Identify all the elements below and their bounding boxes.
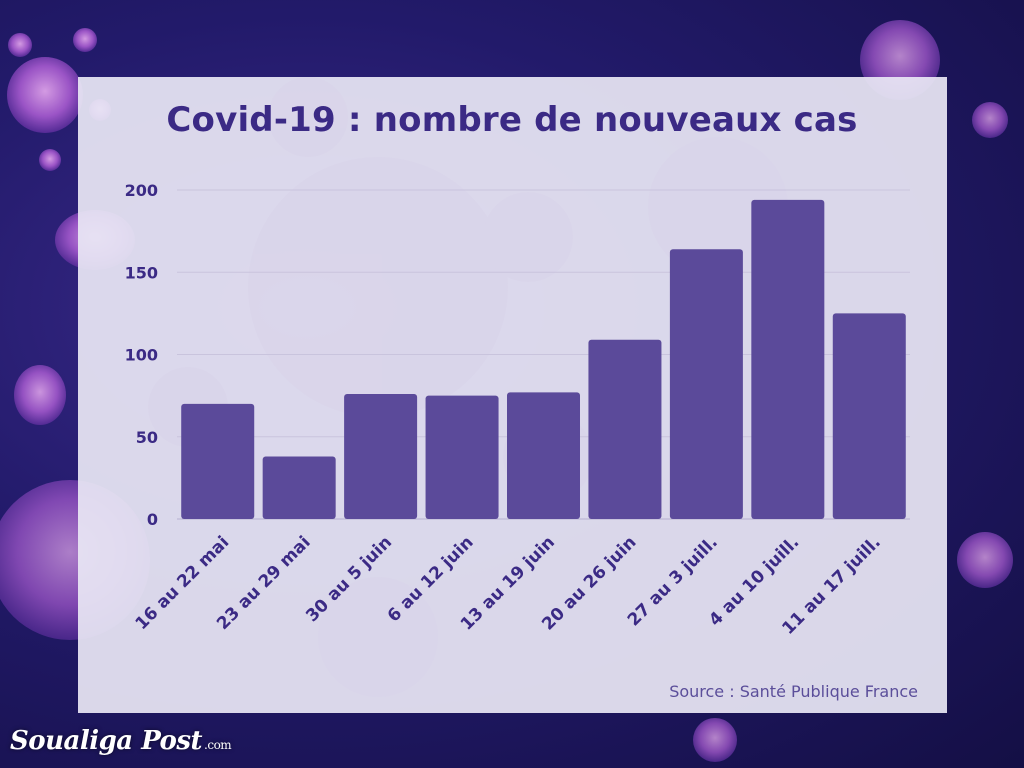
bar — [669, 249, 743, 519]
bar — [344, 393, 418, 519]
brand-logo: Soualiga Post .com — [10, 726, 232, 756]
y-tick-label: 0 — [147, 510, 158, 529]
bar — [507, 392, 580, 519]
x-tick-label: 30 au 5 juin — [302, 532, 396, 626]
bar — [262, 456, 336, 519]
source-note: Source : Santé Publique France — [669, 682, 918, 701]
y-tick-label: 150 — [125, 263, 158, 282]
y-tick-label: 200 — [125, 181, 158, 200]
brand-suffix: .com — [204, 738, 232, 752]
x-tick-label: 6 au 12 juin — [384, 532, 478, 626]
y-tick-label: 100 — [125, 346, 158, 365]
virus-icon-bottom-right — [693, 532, 1013, 762]
bar — [181, 403, 255, 519]
bar — [425, 395, 499, 519]
y-tick-label: 50 — [136, 428, 158, 447]
chart-title: Covid-19 : nombre de nouveaux cas — [166, 100, 858, 140]
brand-name: Soualiga Post — [10, 726, 203, 756]
bar — [832, 313, 906, 519]
bar — [588, 339, 662, 519]
bar — [751, 199, 825, 519]
